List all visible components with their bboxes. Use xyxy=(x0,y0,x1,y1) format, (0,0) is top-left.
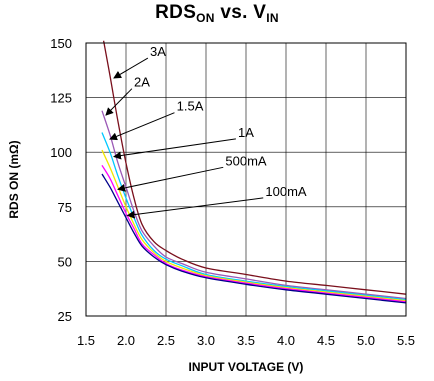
plot-frame xyxy=(85,42,407,317)
series-line-2a xyxy=(101,110,407,300)
annotation-label: 500mA xyxy=(225,153,267,168)
series-line-100ma xyxy=(101,173,407,304)
annotation-label: 100mA xyxy=(265,184,307,199)
y-tick-label: 100 xyxy=(50,145,72,160)
x-tick-label: 3.0 xyxy=(197,333,215,348)
tick-labels: 1.5 2.0 2.5 3.0 3.5 4.0 4.5 5.0 5.5 25 50 75 100 125 1… xyxy=(50,36,415,348)
x-tick-label: 5.0 xyxy=(357,333,375,348)
x-tick-label: 2.0 xyxy=(117,333,135,348)
x-tick-label: 2.5 xyxy=(157,333,175,348)
chart-title: RDSON vs. VIN xyxy=(0,2,434,25)
annotations: 3A 2A 1.5A 1A 500mA 100mA xyxy=(105,44,307,219)
annotation-label: 2A xyxy=(134,75,150,90)
y-axis-title: RDS ON (mΩ) xyxy=(7,140,21,218)
x-tick-label: 4.0 xyxy=(277,333,295,348)
x-tick-label: 5.5 xyxy=(397,333,415,348)
series-line-3a xyxy=(102,40,407,295)
x-tick-label: 4.5 xyxy=(317,333,335,348)
title-main: RDS xyxy=(155,2,197,23)
annotation-arrow xyxy=(113,57,149,79)
series-line-1a xyxy=(101,149,407,302)
x-tick-label: 3.5 xyxy=(237,333,255,348)
series-line-500ma xyxy=(101,164,407,303)
series-lines xyxy=(101,40,407,304)
annotation-arrow xyxy=(126,197,264,219)
title-mid: vs. V xyxy=(214,2,267,23)
annotation-arrow xyxy=(105,88,133,116)
x-tick-label: 1.5 xyxy=(77,333,95,348)
series-line-1-5a xyxy=(101,132,407,301)
title-sub-on: ON xyxy=(196,11,215,25)
y-tick-label: 125 xyxy=(50,91,72,106)
annotation-arrow xyxy=(117,166,224,192)
y-tick-label: 25 xyxy=(58,309,72,324)
y-tick-label: 150 xyxy=(50,36,72,51)
y-tick-label: 75 xyxy=(58,200,72,215)
annotation-label: 3A xyxy=(150,44,166,59)
annotation-arrow xyxy=(109,112,175,141)
x-axis-title: INPUT VOLTAGE (V) xyxy=(189,360,304,374)
y-tick-label: 50 xyxy=(58,254,72,269)
title-sub-in: IN xyxy=(266,11,279,25)
annotation-label: 1A xyxy=(238,125,254,140)
annotation-arrow xyxy=(113,138,236,160)
annotation-label: 1.5A xyxy=(177,99,204,114)
